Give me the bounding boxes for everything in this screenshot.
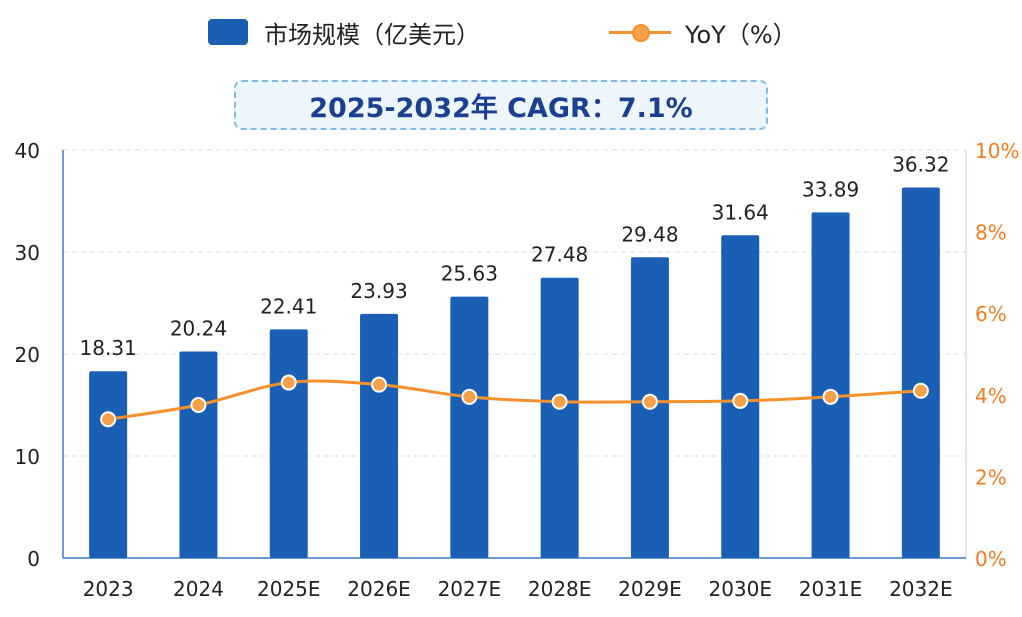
right-axis-tick-label: 6%: [975, 302, 1007, 326]
yoy-point: [461, 388, 478, 405]
legend-label-market-size: 市场规模（亿美元）: [264, 20, 480, 49]
x-axis-tick-label: 2025E: [257, 577, 321, 601]
yoy-point: [912, 382, 929, 399]
x-axis-tick-label: 2026E: [347, 577, 411, 601]
yoy-point: [190, 397, 207, 413]
left-axis-tick-label: 20: [15, 343, 40, 367]
bar: [450, 296, 489, 558]
yoy-point: [371, 376, 388, 393]
yoy-point: [100, 411, 117, 428]
yoy-line: [107, 379, 921, 421]
bar-value-label: 33.89: [802, 177, 859, 201]
bar: [269, 329, 308, 558]
bar-value-label: 27.48: [531, 243, 588, 267]
x-axis-tick-label: 2023: [83, 577, 134, 601]
right-axis-tick-label: 8%: [975, 221, 1007, 245]
bar-value-label: 22.41: [260, 294, 317, 318]
x-axis-tick-label: 2031E: [799, 577, 863, 601]
right-axis-tick-label: 4%: [975, 384, 1007, 408]
cagr-annotation-box: 2025-2032年 CAGR：7.1%: [234, 80, 768, 130]
bar-value-label: 25.63: [441, 262, 498, 286]
yoy-point: [280, 374, 297, 391]
bar: [179, 351, 218, 558]
right-axis-tick-label: 0%: [975, 547, 1007, 571]
left-axis-tick-label: 0: [27, 547, 40, 571]
x-axis-tick-label: 2032E: [889, 577, 953, 601]
x-axis-tick-label: 2029E: [618, 577, 682, 601]
x-axis-tick-label: 2028E: [528, 577, 592, 601]
legend: 市场规模（亿美元） YoY（%）: [0, 12, 1022, 52]
yoy-point: [551, 393, 568, 410]
yoy-point: [641, 393, 658, 410]
bar: [811, 212, 850, 558]
yoy-point: [822, 388, 839, 405]
legend-item-market-size: 市场规模（亿美元）: [208, 12, 480, 52]
bar: [540, 277, 579, 558]
left-axis-tick-label: 30: [15, 241, 40, 265]
legend-line-swatch: [609, 19, 671, 45]
legend-bar-swatch: [208, 19, 248, 45]
cagr-annotation-text: 2025-2032年 CAGR：7.1%: [309, 92, 693, 124]
bar-value-label: 18.31: [80, 336, 137, 360]
bar: [901, 187, 940, 558]
x-axis-tick-label: 2030E: [708, 577, 772, 601]
bar-value-label: 31.64: [712, 200, 769, 224]
bar: [360, 313, 399, 558]
x-axis-tick-label: 2027E: [438, 577, 502, 601]
left-axis-tick-label: 40: [15, 139, 40, 163]
legend-item-yoy: YoY（%）: [609, 12, 797, 52]
bar-value-label: 29.48: [621, 222, 678, 246]
right-axis-tick-label: 2%: [975, 465, 1007, 489]
bar: [89, 371, 128, 558]
yoy-point: [732, 392, 749, 409]
bar-value-label: 23.93: [350, 279, 407, 303]
right-axis-tick-label: 10%: [975, 139, 1019, 163]
left-axis-tick-label: 10: [15, 445, 40, 469]
bar-value-label: 36.32: [892, 153, 949, 177]
bar-value-label: 20.24: [170, 317, 227, 341]
legend-label-yoy: YoY（%）: [685, 20, 797, 49]
x-axis-tick-label: 2024: [173, 577, 224, 601]
